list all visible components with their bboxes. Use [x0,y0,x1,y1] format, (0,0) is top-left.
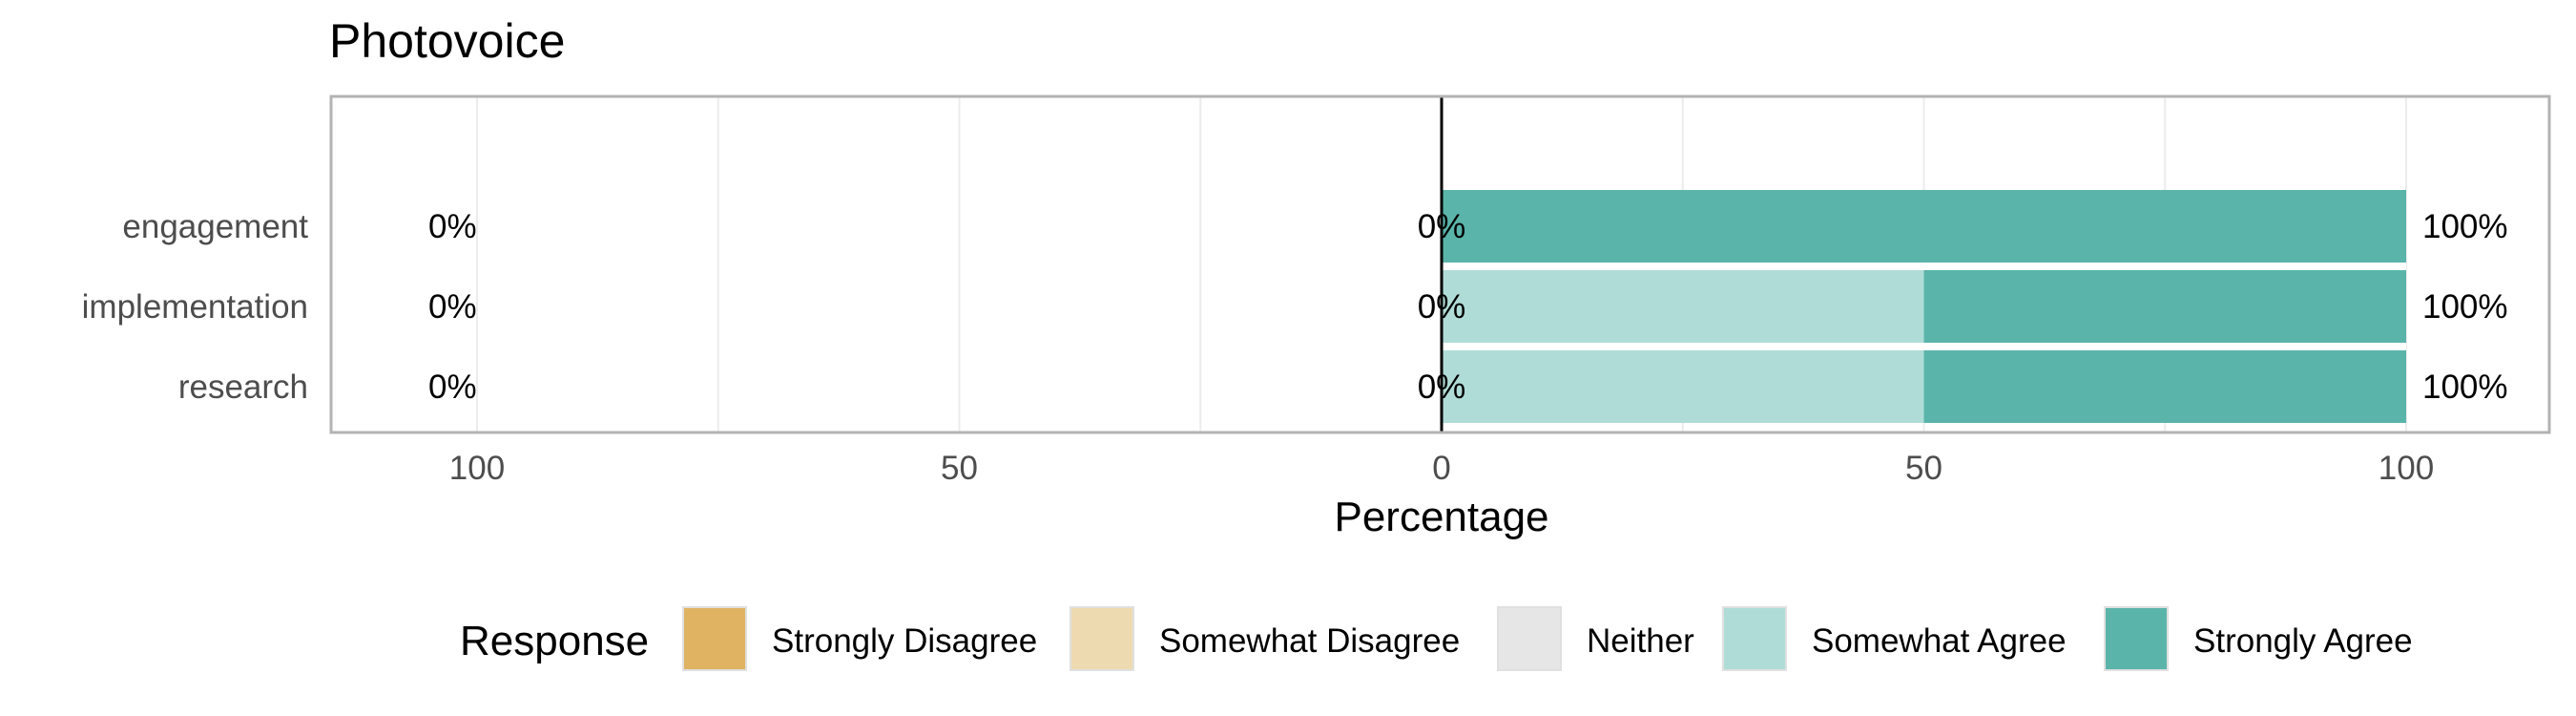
legend-label-strongly-disagree: Strongly Disagree [772,622,1037,660]
legend-key-somewhat-agree [1722,606,1787,671]
legend-key-strongly-disagree [682,606,747,671]
legend-label-somewhat-agree: Somewhat Agree [1812,622,2067,660]
chart-title: Photovoice [329,14,565,68]
bar-research-somewhat-agree [1442,350,1924,423]
legend-label-neither: Neither [1587,622,1694,660]
x-tick-label: 50 [1905,450,1942,487]
axes: engagement implementation research 100 50 0 50… [82,95,2551,487]
data-label-right: 100% [2422,369,2508,406]
x-axis-title: Percentage [1334,494,1548,540]
legend: Response Strongly Disagree Somewhat Disagr… [460,606,2413,671]
legend-label-strongly-agree: Strongly Agree [2193,622,2413,660]
y-tick-label-implementation: implementation [82,288,308,326]
x-tick-label: 50 [941,450,978,487]
x-tick-label: 0 [1432,450,1450,487]
bar-implementation-somewhat-agree [1442,270,1924,343]
data-label-left: 0% [428,369,477,406]
bars [1442,190,2406,423]
y-tick-label-engagement: engagement [122,208,308,245]
y-tick-label-research: research [178,369,308,406]
data-label-left: 0% [428,288,477,326]
legend-key-strongly-agree [2104,606,2169,671]
x-tick-label: 100 [449,450,505,487]
data-labels: 0% 0% 100%0% 0% 100%0% 0% 100% [428,208,2508,406]
bar-research-strongly-agree [1923,350,2406,423]
bar-engagement-strongly-agree [1442,190,2406,263]
legend-label-somewhat-disagree: Somewhat Disagree [1159,622,1460,660]
legend-key-somewhat-disagree [1070,606,1134,671]
data-label-left: 0% [428,208,477,245]
x-tick-label: 100 [2379,450,2434,487]
legend-title: Response [460,618,649,664]
legend-key-neither [1497,606,1562,671]
data-label-right: 100% [2422,208,2508,245]
data-label-right: 100% [2422,288,2508,326]
bar-implementation-strongly-agree [1923,270,2406,343]
panel-border [329,95,2551,434]
